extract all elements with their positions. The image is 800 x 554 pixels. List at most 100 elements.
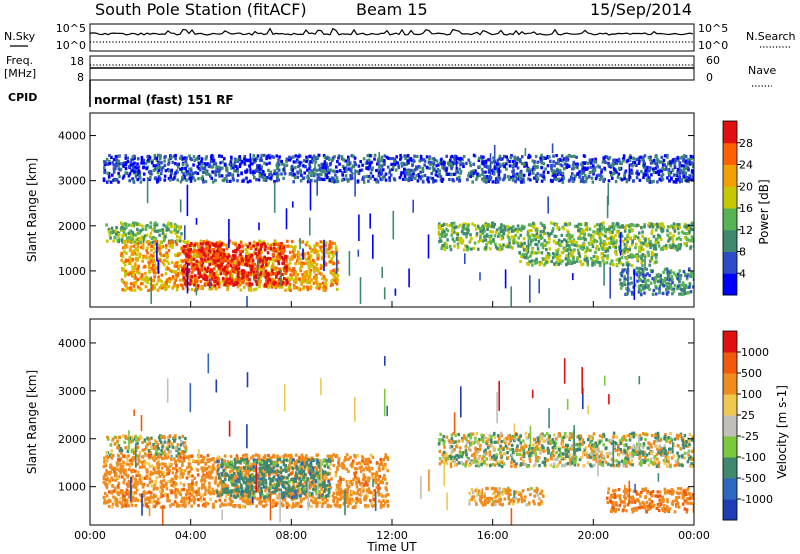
power-cell <box>625 261 629 265</box>
power-cell <box>107 227 111 231</box>
power-cell <box>650 231 654 235</box>
power-cell <box>649 161 653 165</box>
power-cell <box>639 246 643 250</box>
power-cell <box>500 237 504 241</box>
power-cell <box>638 159 641 163</box>
power-cell <box>279 159 282 163</box>
power-cell <box>658 284 662 288</box>
power-cell <box>570 261 574 265</box>
power-cell <box>519 160 522 164</box>
power-cell <box>217 285 221 289</box>
power-cell <box>582 229 585 233</box>
power-cell <box>682 270 686 274</box>
power-cell <box>625 243 629 247</box>
power-cell <box>527 262 530 266</box>
power-cell <box>266 274 269 278</box>
power-cell <box>518 251 521 255</box>
power-cell <box>549 221 553 225</box>
power-cell <box>517 244 520 248</box>
power-cell <box>623 277 626 281</box>
power-cell <box>335 165 338 169</box>
power-cell <box>541 223 544 227</box>
power-cell <box>309 286 312 290</box>
power-cell <box>316 253 319 257</box>
power-cell <box>493 234 497 238</box>
power-cell <box>459 162 462 166</box>
power-cell <box>479 235 482 239</box>
power-cell <box>324 262 328 266</box>
power-cell <box>175 275 178 279</box>
power-cell <box>121 176 125 180</box>
power-cell <box>577 251 581 255</box>
power-cell <box>550 163 553 167</box>
power-cell <box>656 159 659 163</box>
power-cell <box>129 245 133 249</box>
power-cell <box>464 223 468 227</box>
power-cell <box>149 241 152 245</box>
power-cell <box>540 251 544 255</box>
power-cell <box>568 246 571 251</box>
power-cell <box>465 232 469 236</box>
power-cell <box>366 161 369 165</box>
power-cell <box>142 255 145 259</box>
power-cell <box>259 245 263 249</box>
power-cell <box>251 170 254 175</box>
power-cell <box>160 168 163 172</box>
power-cell <box>259 156 263 161</box>
power-cell <box>657 279 660 284</box>
power-cell <box>157 246 160 250</box>
power-cell <box>613 158 617 162</box>
power-cell <box>612 244 615 248</box>
power-streak <box>464 253 466 264</box>
power-cell <box>139 252 142 256</box>
power-cell <box>232 165 235 170</box>
power-cell <box>152 271 156 275</box>
power-cell <box>671 278 674 282</box>
power-cell <box>335 282 339 286</box>
power-cell <box>223 157 226 161</box>
power-cell <box>383 154 387 158</box>
power-cell <box>129 163 133 167</box>
power-cell <box>675 174 679 178</box>
power-streak <box>246 296 248 307</box>
power-cell <box>361 163 364 167</box>
power-cell <box>654 292 658 296</box>
power-cell <box>663 279 667 283</box>
power-cell <box>485 243 488 247</box>
power-cell <box>112 239 115 243</box>
power-cell <box>601 259 605 263</box>
power-cell <box>631 164 634 168</box>
power-cell <box>615 170 618 174</box>
power-cell <box>150 257 153 261</box>
power-cell <box>123 288 127 292</box>
power-cell <box>529 240 533 244</box>
power-cell <box>287 277 291 281</box>
power-cell <box>302 279 306 283</box>
power-cell <box>321 249 324 253</box>
power-cell <box>233 264 236 269</box>
power-cell <box>289 250 292 254</box>
station-title: South Pole Station (fitACF) <box>95 0 307 19</box>
power-cell <box>204 168 207 172</box>
power-cell <box>620 256 624 260</box>
power-cell <box>557 161 560 165</box>
power-cell <box>180 170 184 174</box>
power-cell <box>246 277 249 281</box>
power-cell <box>640 170 643 174</box>
power-cell <box>225 247 229 251</box>
power-cell <box>674 247 678 251</box>
power-cell <box>561 171 565 175</box>
power-cell <box>186 240 190 244</box>
power-cell <box>143 264 147 268</box>
power-cell <box>465 161 468 165</box>
power-cell <box>266 272 270 276</box>
power-cell <box>306 175 309 179</box>
power-cell <box>581 176 585 180</box>
power-cell <box>462 162 465 166</box>
power-cell <box>678 225 682 230</box>
power-cell <box>280 159 283 164</box>
power-cell <box>174 253 177 257</box>
power-cell <box>487 158 490 162</box>
power-cell <box>552 160 555 164</box>
power-cell <box>263 255 266 259</box>
